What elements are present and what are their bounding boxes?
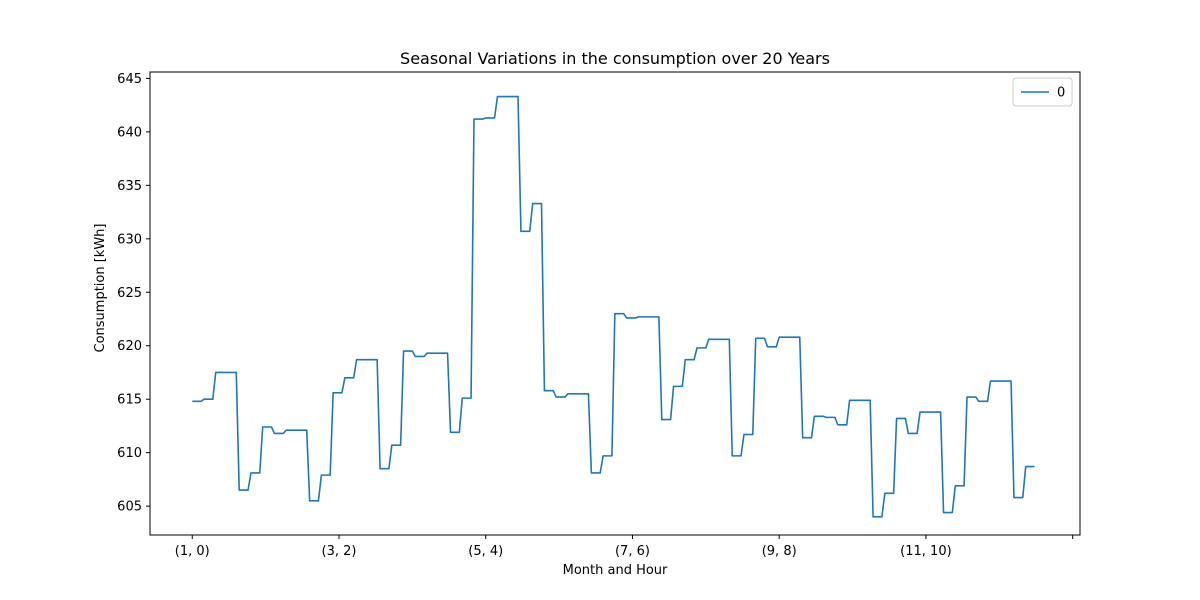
- x-tick-label: (5, 4): [468, 544, 503, 559]
- y-axis-label: Consumption [kWh]: [93, 224, 108, 353]
- legend: 0: [1012, 77, 1073, 107]
- y-tick-label: 620: [117, 339, 142, 354]
- x-tick-label: (1, 0): [175, 544, 210, 559]
- y-tick-label: 615: [117, 393, 142, 408]
- x-tick-label: (3, 2): [322, 544, 357, 559]
- chart-title: Seasonal Variations in the consumption o…: [400, 49, 830, 68]
- series-line-0: [192, 95, 1035, 518]
- x-axis: (1, 0) (3, 2) (5, 4) (7, 6) (9, 8) (11, 10): [175, 535, 1074, 559]
- y-tick-label: 630: [117, 232, 142, 247]
- x-axis-label: Month and Hour: [563, 563, 668, 578]
- x-tick-label: (11, 10): [900, 544, 952, 559]
- y-tick-label: 610: [117, 446, 142, 461]
- plot-area: [149, 71, 1081, 536]
- y-tick-label: 625: [117, 286, 142, 301]
- y-axis: 605 610 615 620 625 630 635 640 645: [117, 72, 150, 515]
- x-tick-label: (9, 8): [762, 544, 797, 559]
- plot-frame: [149, 71, 1081, 536]
- y-tick-label: 635: [117, 179, 142, 194]
- x-tick-label: (7, 6): [615, 544, 650, 559]
- legend-label: 0: [1057, 86, 1065, 101]
- y-tick-label: 645: [117, 72, 142, 87]
- y-tick-label: 605: [117, 500, 142, 515]
- y-tick-label: 640: [117, 125, 142, 140]
